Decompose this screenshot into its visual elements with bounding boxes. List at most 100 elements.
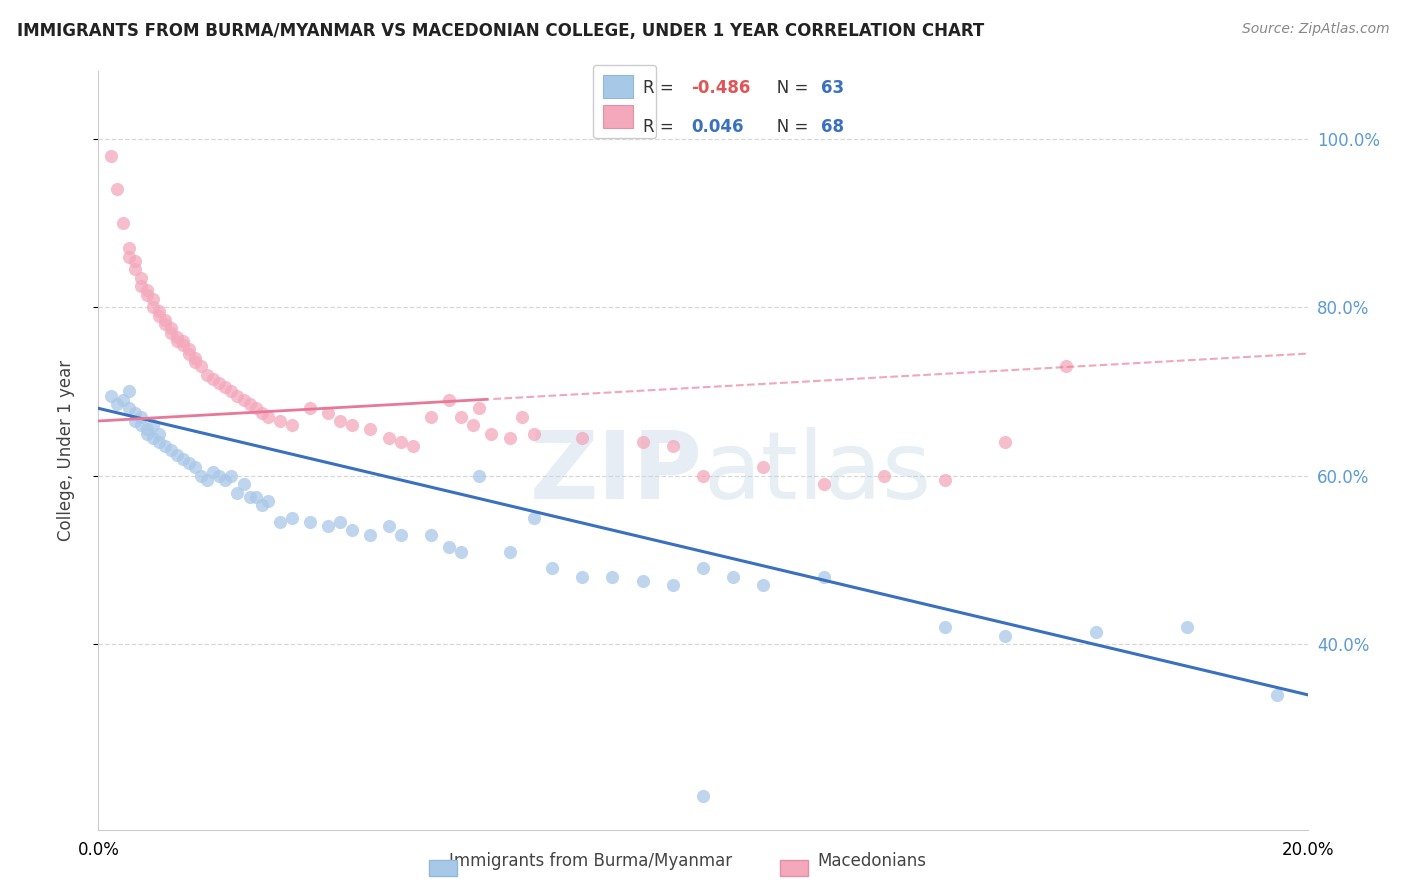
Point: [342, 524, 364, 538]
Point: [437, 392, 460, 407]
Point: [498, 431, 520, 445]
Point: [153, 313, 176, 327]
Point: [329, 414, 352, 428]
Point: [129, 270, 152, 285]
Text: 63: 63: [821, 79, 845, 97]
Point: [437, 541, 460, 555]
Point: [111, 392, 134, 407]
Text: atlas: atlas: [703, 427, 931, 519]
Point: [813, 477, 835, 491]
Point: [124, 414, 146, 428]
Point: [481, 426, 503, 441]
Point: [389, 527, 412, 541]
Point: [329, 515, 352, 529]
Point: [1054, 359, 1077, 374]
Point: [118, 401, 141, 416]
Point: [402, 439, 425, 453]
Point: [316, 519, 339, 533]
Point: [377, 519, 399, 533]
Point: [389, 435, 412, 450]
Point: [420, 527, 443, 541]
Point: [377, 431, 399, 445]
Point: [813, 570, 835, 584]
Point: [172, 338, 194, 352]
Text: -0.486: -0.486: [690, 79, 751, 97]
Point: [135, 422, 157, 436]
Point: [118, 241, 141, 255]
Point: [214, 473, 236, 487]
Point: [463, 418, 485, 433]
Point: [190, 468, 212, 483]
Point: [111, 216, 134, 230]
Text: 68: 68: [821, 118, 845, 136]
Point: [245, 490, 267, 504]
Point: [118, 250, 141, 264]
Point: [232, 392, 254, 407]
Point: [281, 418, 304, 433]
Point: [142, 292, 165, 306]
Point: [142, 431, 165, 445]
Point: [602, 570, 624, 584]
Point: [752, 578, 775, 592]
Point: [256, 494, 278, 508]
Point: [172, 334, 194, 348]
Point: [450, 544, 472, 558]
Point: [281, 511, 304, 525]
Point: [195, 473, 218, 487]
Text: Macedonians: Macedonians: [817, 852, 927, 870]
Point: [172, 451, 194, 466]
Point: [124, 262, 146, 277]
Point: [232, 477, 254, 491]
Y-axis label: College, Under 1 year: College, Under 1 year: [56, 359, 75, 541]
Point: [269, 515, 291, 529]
Text: IMMIGRANTS FROM BURMA/MYANMAR VS MACEDONIAN COLLEGE, UNDER 1 YEAR CORRELATION CH: IMMIGRANTS FROM BURMA/MYANMAR VS MACEDON…: [17, 22, 984, 40]
Point: [468, 468, 491, 483]
Point: [142, 300, 165, 314]
Point: [118, 384, 141, 399]
Point: [752, 460, 775, 475]
Point: [202, 372, 225, 386]
Point: [299, 515, 322, 529]
Point: [129, 279, 152, 293]
Point: [129, 409, 152, 424]
Point: [135, 426, 157, 441]
Point: [631, 435, 654, 450]
Point: [631, 574, 654, 588]
Point: [105, 397, 128, 411]
Point: [994, 629, 1017, 643]
Point: [184, 460, 207, 475]
Text: R =: R =: [643, 79, 679, 97]
Point: [498, 544, 520, 558]
Text: R =: R =: [643, 118, 683, 136]
Text: Immigrants from Burma/Myanmar: Immigrants from Burma/Myanmar: [449, 852, 733, 870]
Point: [226, 389, 249, 403]
Point: [450, 409, 472, 424]
Point: [523, 511, 546, 525]
Point: [124, 254, 146, 268]
Point: [135, 284, 157, 298]
Point: [661, 578, 683, 592]
Point: [342, 418, 364, 433]
Point: [221, 468, 243, 483]
Text: N =: N =: [761, 118, 814, 136]
Point: [360, 527, 382, 541]
Point: [124, 406, 146, 420]
Point: [184, 355, 207, 369]
Point: [214, 380, 236, 394]
Legend: , : ,: [593, 64, 657, 138]
Point: [100, 148, 122, 162]
Point: [148, 309, 170, 323]
Point: [148, 426, 170, 441]
Point: [226, 485, 249, 500]
Point: [135, 287, 157, 301]
Point: [934, 620, 956, 634]
Point: [100, 389, 122, 403]
Point: [160, 321, 183, 335]
Point: [166, 330, 188, 344]
Point: [166, 334, 188, 348]
Text: 0.046: 0.046: [690, 118, 744, 136]
Point: [179, 456, 201, 470]
Point: [148, 304, 170, 318]
Point: [661, 439, 683, 453]
Point: [160, 443, 183, 458]
